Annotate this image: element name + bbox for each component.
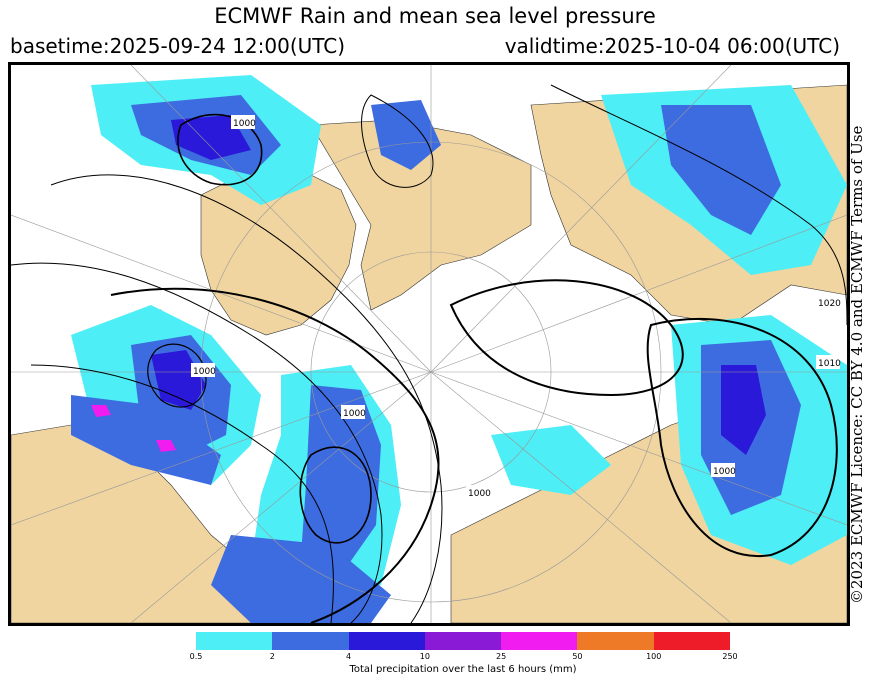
- isobar-high-arctic: [449, 279, 684, 397]
- isobar-label-barents: 1000: [343, 409, 366, 419]
- legend-tick: 10: [419, 652, 430, 661]
- legend-swatch-2: [348, 632, 425, 650]
- isobar-low-atlantic: [147, 343, 207, 408]
- legend-tick: 2: [269, 652, 275, 661]
- validtime-label: validtime:2025-10-04 06:00(UTC): [504, 34, 840, 58]
- precip-band-norway-peak-2: [156, 440, 176, 452]
- legend-swatch-1: [272, 632, 349, 650]
- isobar-pacific-low: [646, 317, 838, 558]
- legend-swatch-3: [424, 632, 502, 650]
- isobar-low-greenland: [177, 113, 263, 186]
- legend-tick: 4: [346, 652, 352, 661]
- precip-band-central-arctic: [491, 425, 611, 495]
- licence-credit: ©2023 ECMWF Licence: CC BY 4.0 and ECMWF…: [848, 125, 866, 604]
- graticule: [11, 65, 847, 623]
- legend-tick: 50: [572, 652, 583, 661]
- map-panel[interactable]: 1000 1020 1010 1000 1000 1000 1000: [8, 62, 850, 626]
- isobar-label-greenland: 1000: [233, 119, 256, 129]
- isobar-outer-2: [11, 262, 383, 623]
- isobar-label-atlantic: 1000: [193, 367, 216, 377]
- precip-band-norway-peak: [91, 405, 111, 417]
- legend-tick: 100: [646, 652, 662, 661]
- isobar-outer-3: [30, 364, 334, 623]
- legend-tick: 25: [496, 652, 507, 661]
- precip-band-northeast-core: [661, 105, 781, 235]
- legend-swatch-5: [577, 632, 654, 650]
- isobar-label-northeast: 1020: [818, 299, 841, 309]
- canadian-archipelago-land: [310, 119, 532, 311]
- precip-band-kara: [211, 535, 391, 623]
- map-title: ECMWF Rain and mean sea level pressure: [214, 4, 656, 28]
- precipitation-legend: [196, 632, 730, 650]
- isobar-label-central: 1000: [468, 489, 491, 499]
- isobar-label-pacific: 1000: [713, 467, 736, 477]
- isobar-north: [361, 94, 434, 188]
- precip-band-barents-core: [301, 385, 381, 575]
- legend-swatch-6: [653, 632, 730, 650]
- legend-tick: 250: [722, 652, 738, 661]
- isobar-label-east: 1010: [818, 359, 841, 369]
- legend-swatch-4: [501, 632, 578, 650]
- isobar-labels: 1000 1020 1010 1000 1000 1000 1000: [191, 115, 841, 499]
- basetime-label: basetime:2025-09-24 12:00(UTC): [10, 34, 346, 58]
- precip-band-canada: [371, 100, 441, 170]
- isobar-outer-1: [50, 174, 443, 623]
- legend-ticks: 0.5 2 4 10 25 50 100 250: [190, 652, 738, 664]
- isobar-northeast: [550, 84, 847, 326]
- polar-map: 1000 1020 1010 1000 1000 1000 1000: [11, 65, 847, 623]
- legend-swatch-0: [196, 632, 273, 650]
- legend-label: Total precipitation over the last 6 hour…: [349, 664, 577, 675]
- precip-band-norway: [71, 395, 221, 485]
- legend-tick: 0.5: [189, 652, 203, 661]
- precip-band-pacific-peak: [721, 365, 766, 455]
- isobar-low-kara: [299, 446, 372, 544]
- precipitation-layer: [71, 75, 847, 623]
- isobar-layer: [11, 84, 847, 623]
